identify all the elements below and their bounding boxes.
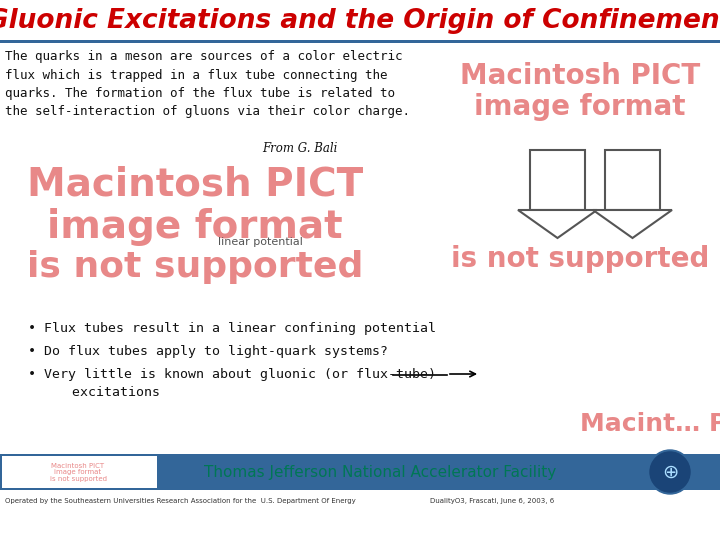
Bar <box>0 40 720 43</box>
Text: From G. Bali: From G. Bali <box>262 142 338 155</box>
Bar <box>600 462 655 482</box>
Text: DualityO3, Frascati, June 6, 2003, 6: DualityO3, Frascati, June 6, 2003, 6 <box>430 498 554 504</box>
Text: Operated by the Southeastern Universities Research Association for the  U.S. Dep: Operated by the Southeastern Universitie… <box>5 498 356 504</box>
Text: Gluonic Excitations and the Origin of Confinement: Gluonic Excitations and the Origin of Co… <box>0 8 720 34</box>
Circle shape <box>650 452 690 492</box>
Text: • Do flux tubes apply to light-quark systems?: • Do flux tubes apply to light-quark sys… <box>28 345 388 358</box>
Text: excitations: excitations <box>40 386 160 399</box>
Text: • Very little is known about gluonic (or flux-tube): • Very little is known about gluonic (or… <box>28 368 436 381</box>
Text: Thomas Jefferson National Accelerator Facility: Thomas Jefferson National Accelerator Fa… <box>204 464 556 480</box>
Bar <box>2 456 157 488</box>
Text: Macintosh PICT
image format: Macintosh PICT image format <box>460 62 700 122</box>
Bar <box>605 150 660 210</box>
Text: is not supported: is not supported <box>451 245 709 273</box>
Text: Macintosh PICT
image format: Macintosh PICT image format <box>27 165 363 246</box>
Bar <box>0 454 720 490</box>
Text: linear potential: linear potential <box>217 237 302 247</box>
Bar <box>530 150 585 210</box>
Text: • Flux tubes result in a linear confining potential: • Flux tubes result in a linear confinin… <box>28 322 436 335</box>
Text: The quarks in a meson are sources of a color electric
flux which is trapped in a: The quarks in a meson are sources of a c… <box>5 50 410 118</box>
Text: Macintosh PICT
image format
is not supported: Macintosh PICT image format is not suppo… <box>50 462 107 482</box>
Polygon shape <box>593 210 672 238</box>
Text: is not supported: is not supported <box>27 250 363 284</box>
Polygon shape <box>518 210 597 238</box>
Bar <box>158 462 243 482</box>
Circle shape <box>648 450 692 494</box>
Text: ⊕: ⊕ <box>662 462 678 482</box>
Bar <box>0 0 720 40</box>
Text: Macint… PICT: Macint… PICT <box>580 412 720 436</box>
